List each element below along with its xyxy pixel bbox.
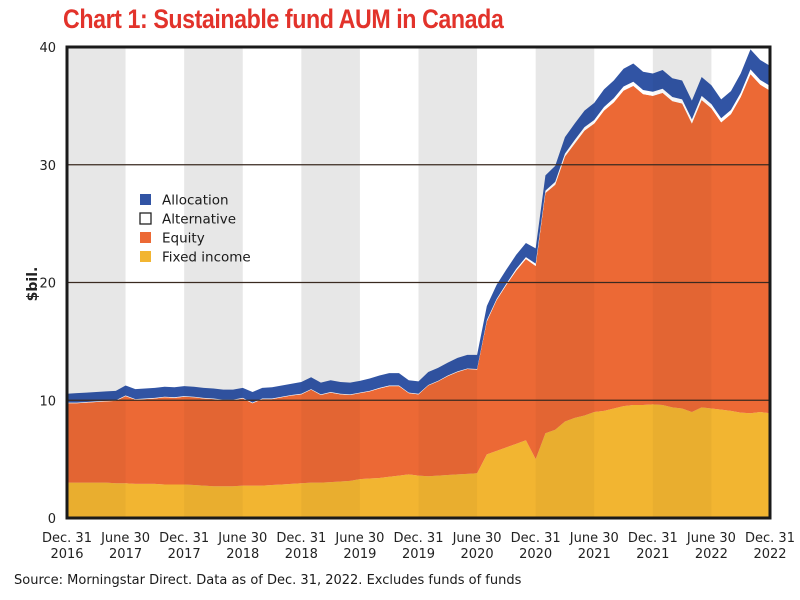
x-tick-line1: Dec. 31 — [745, 531, 795, 546]
source-note: Source: Morningstar Direct. Data as of D… — [14, 573, 522, 588]
x-tick-line1: June 30 — [217, 531, 267, 546]
legend-swatch — [139, 212, 152, 225]
y-tick-label: 0 — [48, 512, 56, 527]
legend-label: Alternative — [162, 212, 236, 228]
x-tick-line1: June 30 — [100, 531, 150, 546]
x-tick-line1: Dec. 31 — [394, 531, 444, 546]
x-tick-line2: 2020 — [519, 547, 552, 562]
x-tick-line2: 2018 — [285, 547, 318, 562]
area-equity — [67, 74, 770, 487]
x-tick-line1: Dec. 31 — [511, 531, 561, 546]
legend-swatch — [140, 232, 151, 243]
x-tick-line1: Dec. 31 — [159, 531, 209, 546]
y-tick-label: 10 — [39, 394, 56, 409]
legend-item: Alternative — [139, 212, 236, 228]
x-tick-line1: June 30 — [334, 531, 384, 546]
legend-swatch — [140, 251, 151, 262]
y-tick-label: 30 — [39, 159, 56, 174]
y-axis-label: $bil. — [25, 267, 41, 302]
legend-label: Fixed income — [162, 250, 251, 266]
x-tick-line1: Dec. 31 — [276, 531, 326, 546]
stacked-areas — [67, 49, 770, 518]
x-tick-line2: 2022 — [695, 547, 728, 562]
x-tick-line2: 2019 — [402, 547, 435, 562]
plot-frame — [65, 45, 772, 520]
y-tick-label: 20 — [39, 277, 56, 292]
gridlines — [67, 164, 770, 401]
x-tick-line1: Dec. 31 — [42, 531, 92, 546]
x-tick-line2: 2017 — [109, 547, 142, 562]
x-tick-line1: June 30 — [452, 531, 502, 546]
legend-item: Allocation — [140, 193, 229, 209]
y-tick-label: 40 — [39, 41, 56, 56]
x-tick-line2: 2021 — [636, 547, 669, 562]
x-tick-line1: Dec. 31 — [628, 531, 678, 546]
legend-item: Equity — [140, 231, 205, 247]
x-tick-line2: 2019 — [343, 547, 376, 562]
legend: Allocation Alternative Equity Fixed income — [139, 193, 251, 266]
legend-swatch — [140, 194, 151, 205]
area-fixed-income — [67, 404, 770, 518]
x-tick-line2: 2017 — [168, 547, 201, 562]
x-tick-line2: 2021 — [578, 547, 611, 562]
area-allocation — [67, 49, 770, 403]
x-tick-line1: June 30 — [686, 531, 736, 546]
legend-label: Allocation — [162, 193, 229, 209]
x-tick-line2: 2016 — [50, 547, 83, 562]
y-axis: 0 10 20 30 40 — [39, 41, 56, 527]
x-tick-line1: June 30 — [569, 531, 619, 546]
chart-title: Chart 1: Sustainable fund AUM in Canada — [63, 4, 504, 34]
legend-item: Fixed income — [140, 250, 251, 266]
x-tick-line2: 2022 — [753, 547, 786, 562]
legend-label: Equity — [162, 231, 205, 247]
area-alternative — [67, 69, 770, 404]
x-tick-line2: 2018 — [226, 547, 259, 562]
x-tick-line2: 2020 — [461, 547, 494, 562]
